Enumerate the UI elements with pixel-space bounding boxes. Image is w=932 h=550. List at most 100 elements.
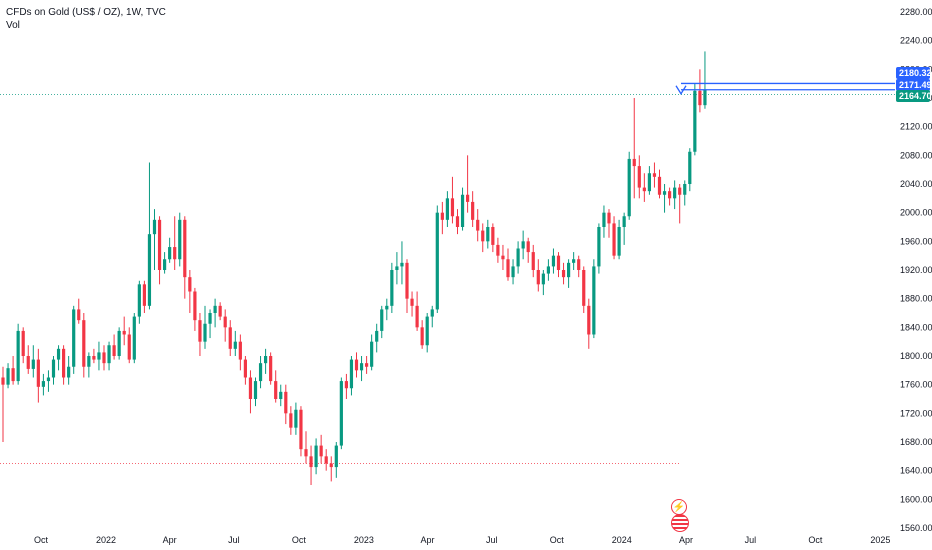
candle-body — [253, 381, 258, 399]
candle-body — [228, 327, 232, 349]
drawing-cursor-arrow[interactable] — [675, 85, 687, 95]
candle — [21, 327, 25, 364]
candle — [491, 223, 495, 253]
candle-body — [163, 259, 167, 270]
candle — [617, 219, 621, 260]
candle — [77, 298, 81, 324]
candle-body — [481, 230, 485, 242]
x-tick-label: Apr — [163, 535, 177, 545]
y-tick-label: 1840.00 — [900, 322, 932, 332]
candle — [193, 287, 197, 331]
candle-body — [117, 330, 121, 356]
candle-body — [642, 187, 646, 192]
candle — [132, 313, 136, 364]
candle-body — [471, 201, 475, 220]
candle — [102, 345, 106, 371]
candle — [264, 348, 268, 374]
price-tag-label: 2164.70 — [899, 91, 932, 101]
price-tag-label: 2171.49 — [899, 80, 932, 90]
candle-body — [673, 187, 677, 199]
candle — [6, 363, 10, 389]
price-tag: 2164.70 — [896, 90, 932, 102]
y-tick-label: 1960.00 — [900, 236, 932, 246]
candle-body — [668, 191, 672, 199]
candle-body — [365, 363, 369, 367]
price-tag-bg — [896, 90, 930, 102]
candle-body — [284, 391, 288, 414]
price-axis[interactable]: 2280.002240.002200.002160.002120.002080.… — [900, 7, 932, 533]
candle-body — [491, 227, 495, 245]
candle-body — [607, 212, 611, 224]
candle — [597, 223, 601, 274]
candle — [92, 348, 96, 364]
candle — [410, 291, 414, 317]
lightning-icon[interactable]: ⚡ — [671, 499, 687, 515]
candle — [496, 237, 500, 263]
candle-body — [142, 284, 146, 306]
y-tick-label: 1640.00 — [900, 466, 932, 476]
candle — [349, 356, 354, 396]
candle-body — [380, 309, 384, 331]
candle — [395, 252, 399, 285]
candle-body — [87, 356, 91, 367]
candle-body — [683, 184, 687, 195]
candle-body — [193, 291, 197, 321]
candle — [258, 356, 263, 389]
candle-body — [445, 198, 449, 220]
candle-body — [415, 305, 419, 328]
candle — [359, 356, 364, 382]
time-axis[interactable]: Oct 2022 Apr Jul Oct 2023 Apr Jul Oct 2024 Apr Jul O… — [34, 535, 890, 545]
candle-body — [577, 259, 581, 270]
candle — [602, 205, 606, 238]
candle — [541, 270, 545, 296]
candle — [673, 180, 677, 210]
candle-body — [546, 266, 550, 274]
symbol-title[interactable]: CFDs on Gold (US$ / OZ), 1W, TVC — [6, 7, 166, 18]
candle — [97, 341, 101, 371]
candle-body — [51, 359, 56, 378]
candle-body — [592, 266, 596, 335]
candle — [471, 191, 475, 227]
candle — [289, 406, 293, 435]
candle-body — [602, 212, 606, 227]
candle — [607, 209, 611, 238]
candle — [688, 148, 692, 192]
candle — [62, 345, 66, 385]
candle-body — [213, 305, 217, 313]
candle-body — [304, 449, 308, 457]
candle — [627, 151, 631, 220]
candle — [385, 298, 389, 321]
candle-body — [693, 90, 697, 152]
candle — [637, 155, 641, 199]
candle-body — [612, 223, 616, 256]
candle — [198, 313, 202, 356]
us-flag-icon[interactable] — [671, 514, 689, 532]
candle-body — [223, 316, 227, 328]
candle-body — [466, 194, 470, 202]
candle — [11, 356, 15, 385]
candle — [324, 449, 328, 471]
candle-body — [455, 216, 460, 227]
candle — [208, 309, 212, 339]
candle-body — [632, 158, 636, 167]
candle — [51, 356, 56, 385]
candle-body — [1, 377, 5, 385]
volume-label[interactable]: Vol — [6, 20, 20, 31]
candle-body — [218, 305, 222, 317]
candle-body — [425, 316, 429, 346]
candle-body — [678, 187, 682, 195]
candle-body — [26, 356, 30, 369]
candle — [561, 262, 566, 285]
candle-body — [567, 262, 571, 278]
candle — [455, 209, 460, 235]
candle — [652, 162, 657, 188]
y-tick-label: 2040.00 — [900, 179, 932, 189]
candle — [243, 356, 247, 385]
candle-body — [11, 368, 15, 382]
candle-body — [294, 409, 298, 428]
candle-body — [440, 212, 444, 220]
candle-body — [400, 262, 404, 267]
candle-body — [324, 456, 328, 464]
price-tag: 2180.32 — [896, 67, 932, 79]
